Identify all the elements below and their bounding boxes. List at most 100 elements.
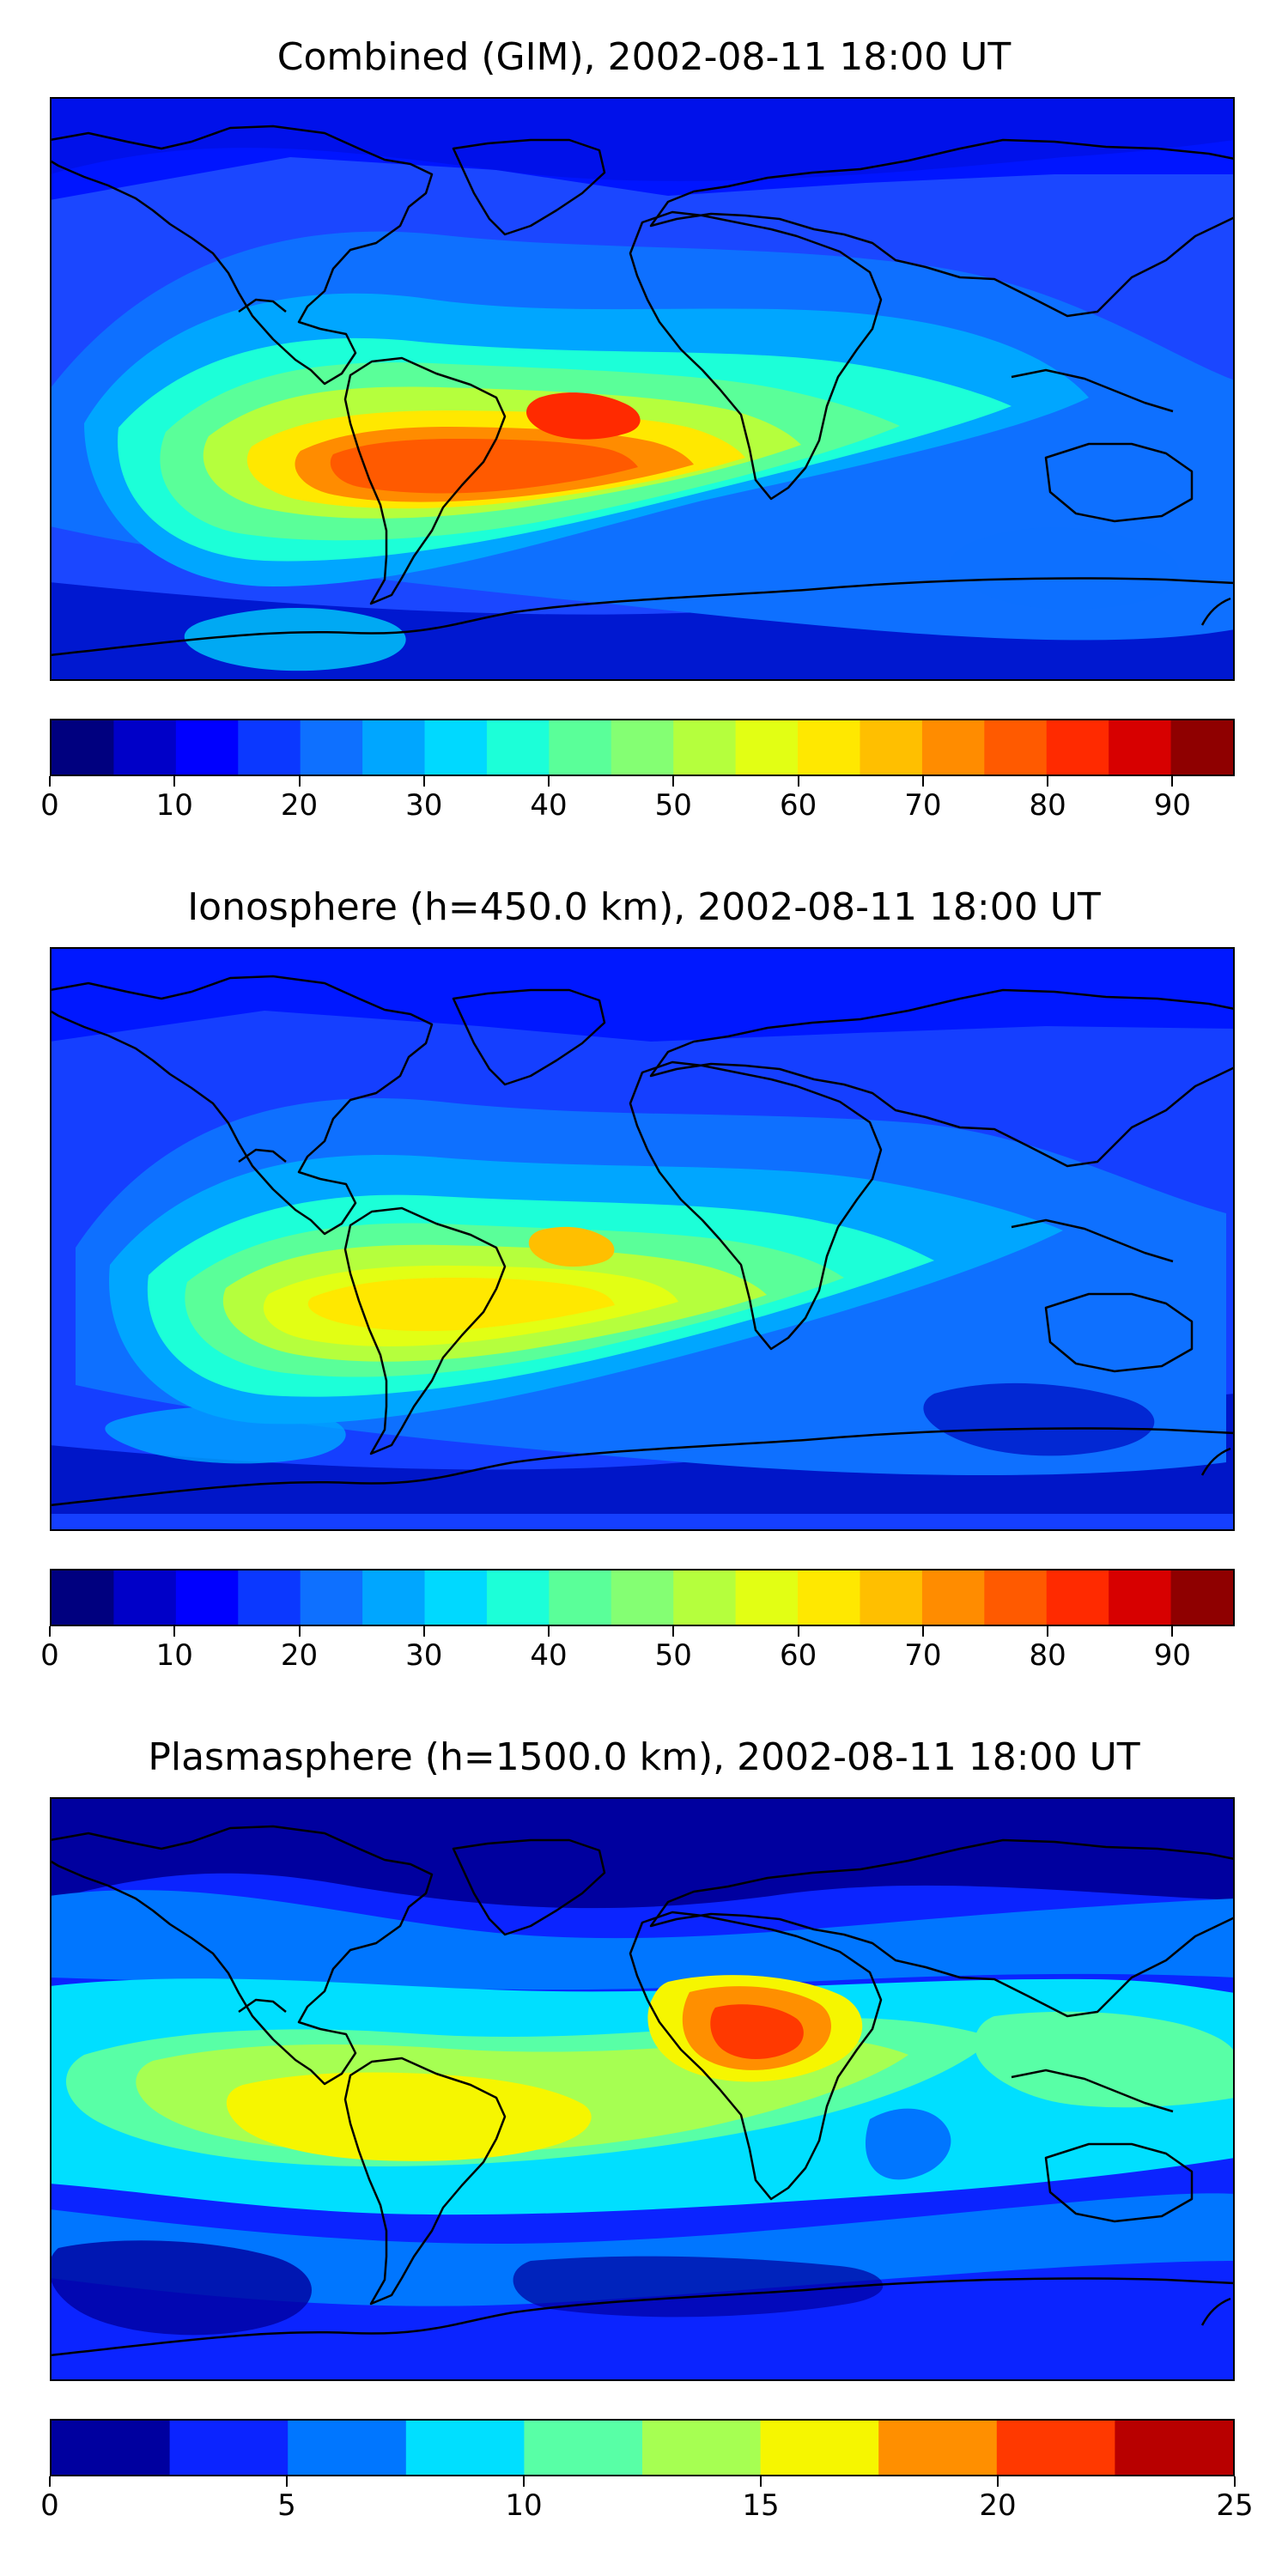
new-zealand-coastline: [1200, 2297, 1231, 2326]
colorbar-bin: [549, 1571, 612, 1625]
colorbar-bin: [921, 720, 985, 775]
northern-dark-band: [50, 1797, 1235, 1909]
colorbar-tick: [760, 2476, 762, 2487]
colorbar-tick-label: 70: [904, 1638, 942, 1673]
new-zealand-coastline: [1200, 1447, 1231, 1476]
south-pacific-contour: [949, 527, 1180, 610]
colorbar-tick: [49, 2476, 51, 2487]
colorbar-tick: [548, 1626, 550, 1637]
colorbar-bin: [760, 2421, 879, 2475]
colorbar-bin: [549, 720, 612, 775]
new-zealand-coastline: [1200, 597, 1231, 626]
northern-mid-band: [50, 1890, 1235, 1990]
colorbar-bin: [860, 1571, 923, 1625]
colorbar-bin: [860, 720, 923, 775]
colorbar-tick-label: 10: [505, 2488, 543, 2523]
colorbar-bin: [1109, 1571, 1172, 1625]
combined-gim-colorbar-axis: 0 10 20 30 40 50 60 70 80 90: [40, 776, 1235, 828]
colorbar-bin: [878, 2421, 998, 2475]
ionosphere-colorbar-axis: 0 10 20 30 40 50 60 70 80 90: [40, 1626, 1235, 1678]
west-pacific-green: [974, 2011, 1235, 2108]
colorbar-tick-label: 0: [40, 1638, 59, 1673]
colorbar-tick-label: 5: [277, 2488, 296, 2523]
colorbar-bin: [424, 720, 488, 775]
colorbar-bin: [52, 720, 114, 775]
colorbar-tick: [672, 1626, 675, 1637]
plasmasphere-contour-map: [50, 1797, 1235, 2381]
coastline-layer: [50, 1825, 1235, 2357]
caribbean-coastline: [238, 1998, 287, 2014]
red-orange-peak: [330, 439, 638, 494]
colorbar-bin: [921, 1571, 985, 1625]
colorbar-tick: [997, 2476, 999, 2487]
eurasia-coastline: [649, 138, 1235, 318]
colorbar-bin: [238, 1571, 301, 1625]
colorbar-bin: [113, 720, 177, 775]
antarctica-coastline: [50, 2277, 1235, 2357]
colorbar-bin: [673, 720, 737, 775]
northern-low-band: [50, 947, 1235, 1042]
colorbar-tick-label: 0: [40, 2488, 59, 2523]
colorbar-tick: [1234, 2476, 1236, 2487]
colorbar-bin: [486, 720, 550, 775]
orange-peak: [528, 1226, 615, 1267]
colorbar-tick-label: 60: [779, 788, 817, 823]
southwest-dark-low: [50, 2240, 312, 2336]
colorbar-tick-label: 40: [530, 1638, 568, 1673]
panel-title: Combined (GIM), 2002-08-11 18:00 UT: [276, 35, 1012, 79]
colorbar-tick: [1171, 1626, 1174, 1637]
colorbar-tick: [298, 776, 301, 787]
colorbar-bin: [524, 2421, 643, 2475]
colorbar-tick-label: 20: [280, 788, 319, 823]
greenland-coastline: [452, 1838, 606, 1936]
australia-coastline: [1044, 2142, 1194, 2223]
antarctica-coastline: [50, 577, 1235, 657]
north-america-coastline: [50, 125, 434, 386]
southern-blue-band: [50, 2261, 1235, 2381]
coastline-layer: [50, 975, 1235, 1507]
southern-pocket: [105, 1406, 346, 1464]
colorbar-tick: [672, 776, 675, 787]
colorbar-bin: [169, 2421, 289, 2475]
colorbar-bin: [300, 720, 363, 775]
colorbar-tick-label: 15: [742, 2488, 780, 2523]
africa-coastline: [629, 210, 883, 501]
south-america-coastline: [343, 356, 507, 605]
colorbar-tick: [921, 776, 924, 787]
polar-dark-band: [50, 97, 1235, 181]
colorbar-bin: [175, 720, 239, 775]
ionosphere-colorbar-gradient: [52, 1571, 1233, 1625]
colorbar-bin: [984, 720, 1048, 775]
colorbar-bin: [1046, 1571, 1109, 1625]
maritime-southeast-asia-coastline: [1011, 2069, 1174, 2113]
eurasia-coastline: [649, 1838, 1235, 2018]
colorbar-tick: [286, 2476, 288, 2487]
colorbar-tick-label: 30: [405, 788, 443, 823]
plasmasphere-colorbar-axis: 0 5 10 15 20 25: [40, 2476, 1254, 2528]
colorbar-tick-label: 90: [1153, 788, 1191, 823]
colorbar-tick: [1171, 776, 1174, 787]
colorbar-bin: [300, 1571, 363, 1625]
colorbar-tick: [1047, 776, 1049, 787]
colorbar-bin: [486, 1571, 550, 1625]
africa-coastline: [629, 1060, 883, 1351]
colorbar-tick-label: 25: [1216, 2488, 1254, 2523]
north-america-coastline: [50, 975, 434, 1236]
colorbar-tick: [422, 1626, 425, 1637]
caribbean-coastline: [238, 1148, 287, 1163]
colorbar-tick: [1047, 1626, 1049, 1637]
yellow-contour: [307, 1278, 615, 1332]
combined-gim-colorbar: [50, 719, 1235, 776]
colorbar-tick-label: 10: [155, 788, 193, 823]
indian-ocean-low: [865, 2108, 951, 2180]
colorbar-tick: [523, 2476, 525, 2487]
colorbar-tick-label: 90: [1153, 1638, 1191, 1673]
colorbar-bin: [1170, 720, 1233, 775]
colorbar-bin: [113, 1571, 177, 1625]
colorbar-bin: [735, 720, 799, 775]
colorbar-bin: [175, 1571, 239, 1625]
south-pacific-low: [923, 1382, 1155, 1456]
colorbar-bin: [611, 1571, 674, 1625]
maritime-southeast-asia-coastline: [1011, 368, 1174, 413]
